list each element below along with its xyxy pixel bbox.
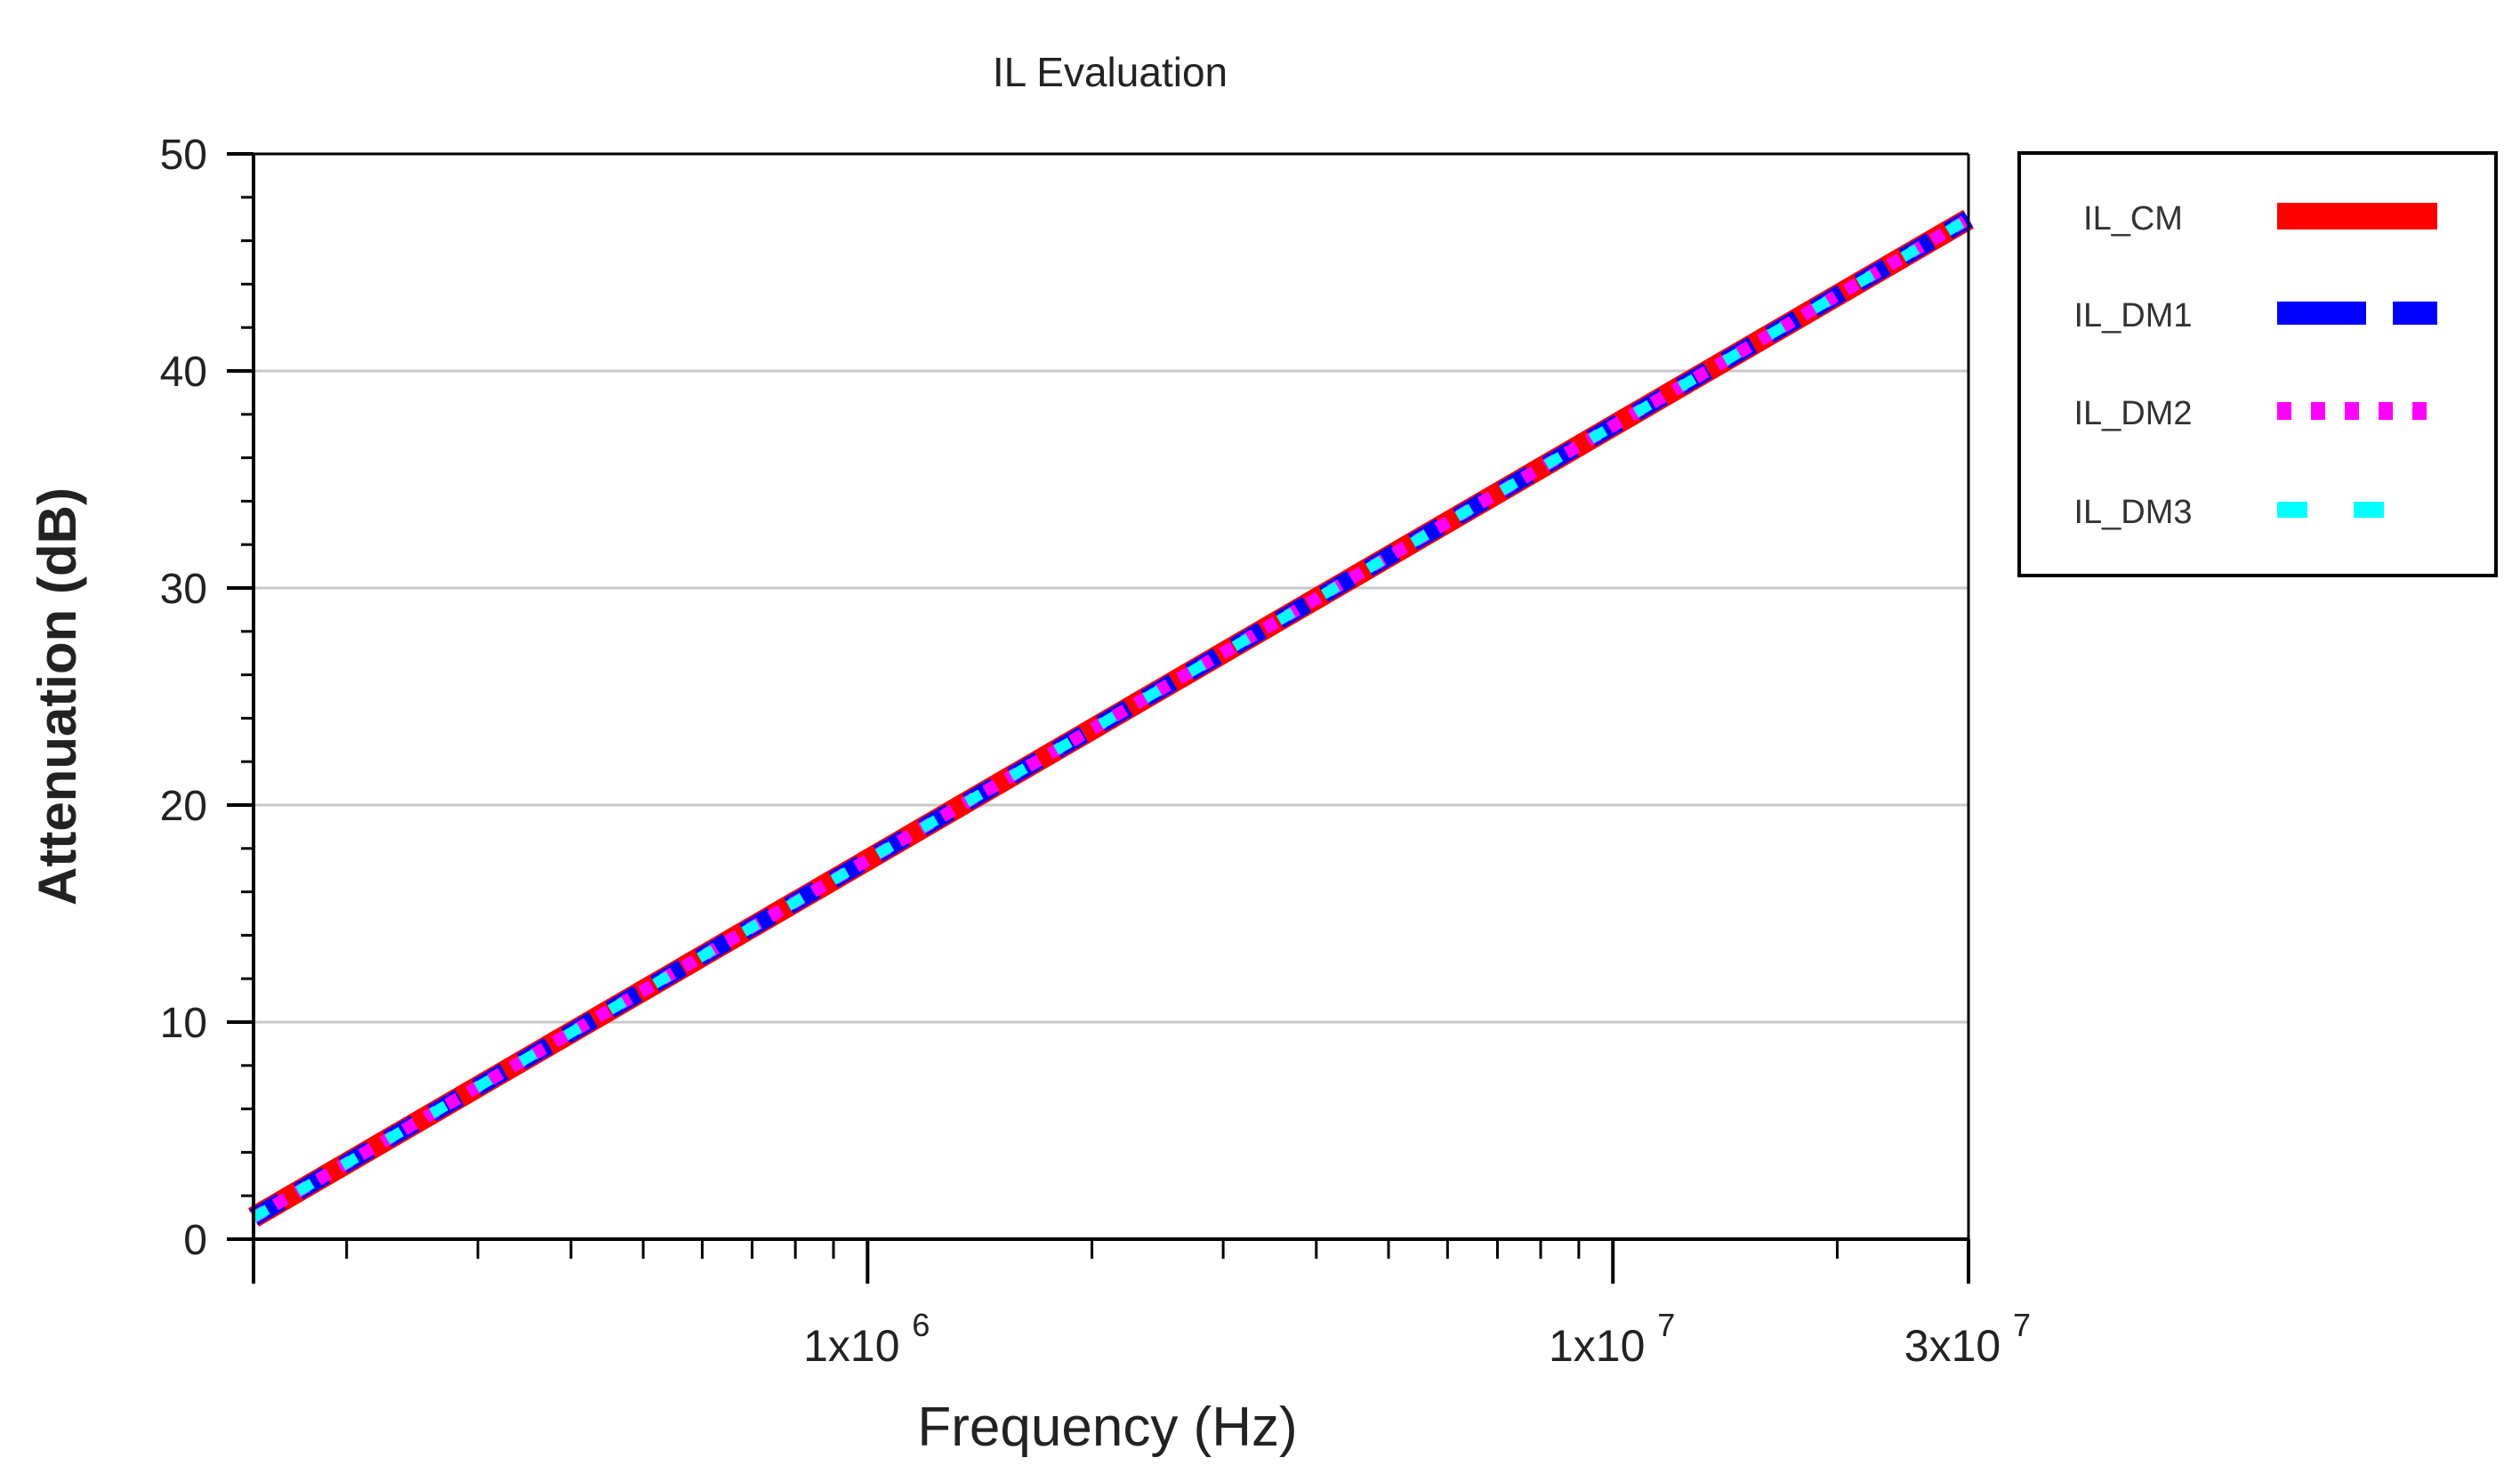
legend-label: IL_DM2: [2073, 395, 2192, 432]
x-tick-label: 3x10: [1904, 1321, 2001, 1371]
x-tick-label-group: 1x10 6: [803, 1307, 930, 1371]
legend-label: IL_DM3: [2073, 494, 2192, 531]
legend-label: IL_DM1: [2073, 297, 2192, 334]
axes-layer: IL Evaluation 0 10 20 30 40 50 1x10 6 1x10 7 3x10 7 F…: [28, 49, 2031, 1458]
y-tick-label: 0: [183, 1217, 207, 1264]
x-tick-label-exponent: 7: [1657, 1307, 1675, 1343]
x-tick-label-exponent: 6: [912, 1307, 930, 1343]
x-tick-label-group: 3x10 7: [1904, 1307, 2031, 1371]
y-tick-label: 20: [160, 783, 207, 830]
x-axis-title: Frequency (Hz): [917, 1397, 1297, 1458]
series-line-il-dm3: [250, 214, 1972, 1222]
grid-layer: [254, 369, 1968, 1024]
y-tick-label: 50: [160, 132, 207, 179]
y-axis-title: Attenuation (dB): [28, 487, 87, 906]
x-tick-label-exponent: 7: [2013, 1307, 2031, 1343]
y-tick-label: 30: [160, 566, 207, 613]
legend-label: IL_CM: [2083, 200, 2183, 238]
y-tick-label: 40: [160, 349, 207, 396]
chart-title: IL Evaluation: [993, 49, 1228, 95]
legend: IL_CM IL_DM1 IL_DM2 IL_DM3: [2017, 151, 2498, 577]
x-tick-label-group: 1x10 7: [1549, 1307, 1675, 1371]
x-tick-label: 1x10: [1549, 1321, 1645, 1371]
x-tick-label: 1x10: [803, 1321, 899, 1371]
series-layer: [247, 209, 1975, 1227]
y-tick-label: 10: [160, 1000, 207, 1047]
